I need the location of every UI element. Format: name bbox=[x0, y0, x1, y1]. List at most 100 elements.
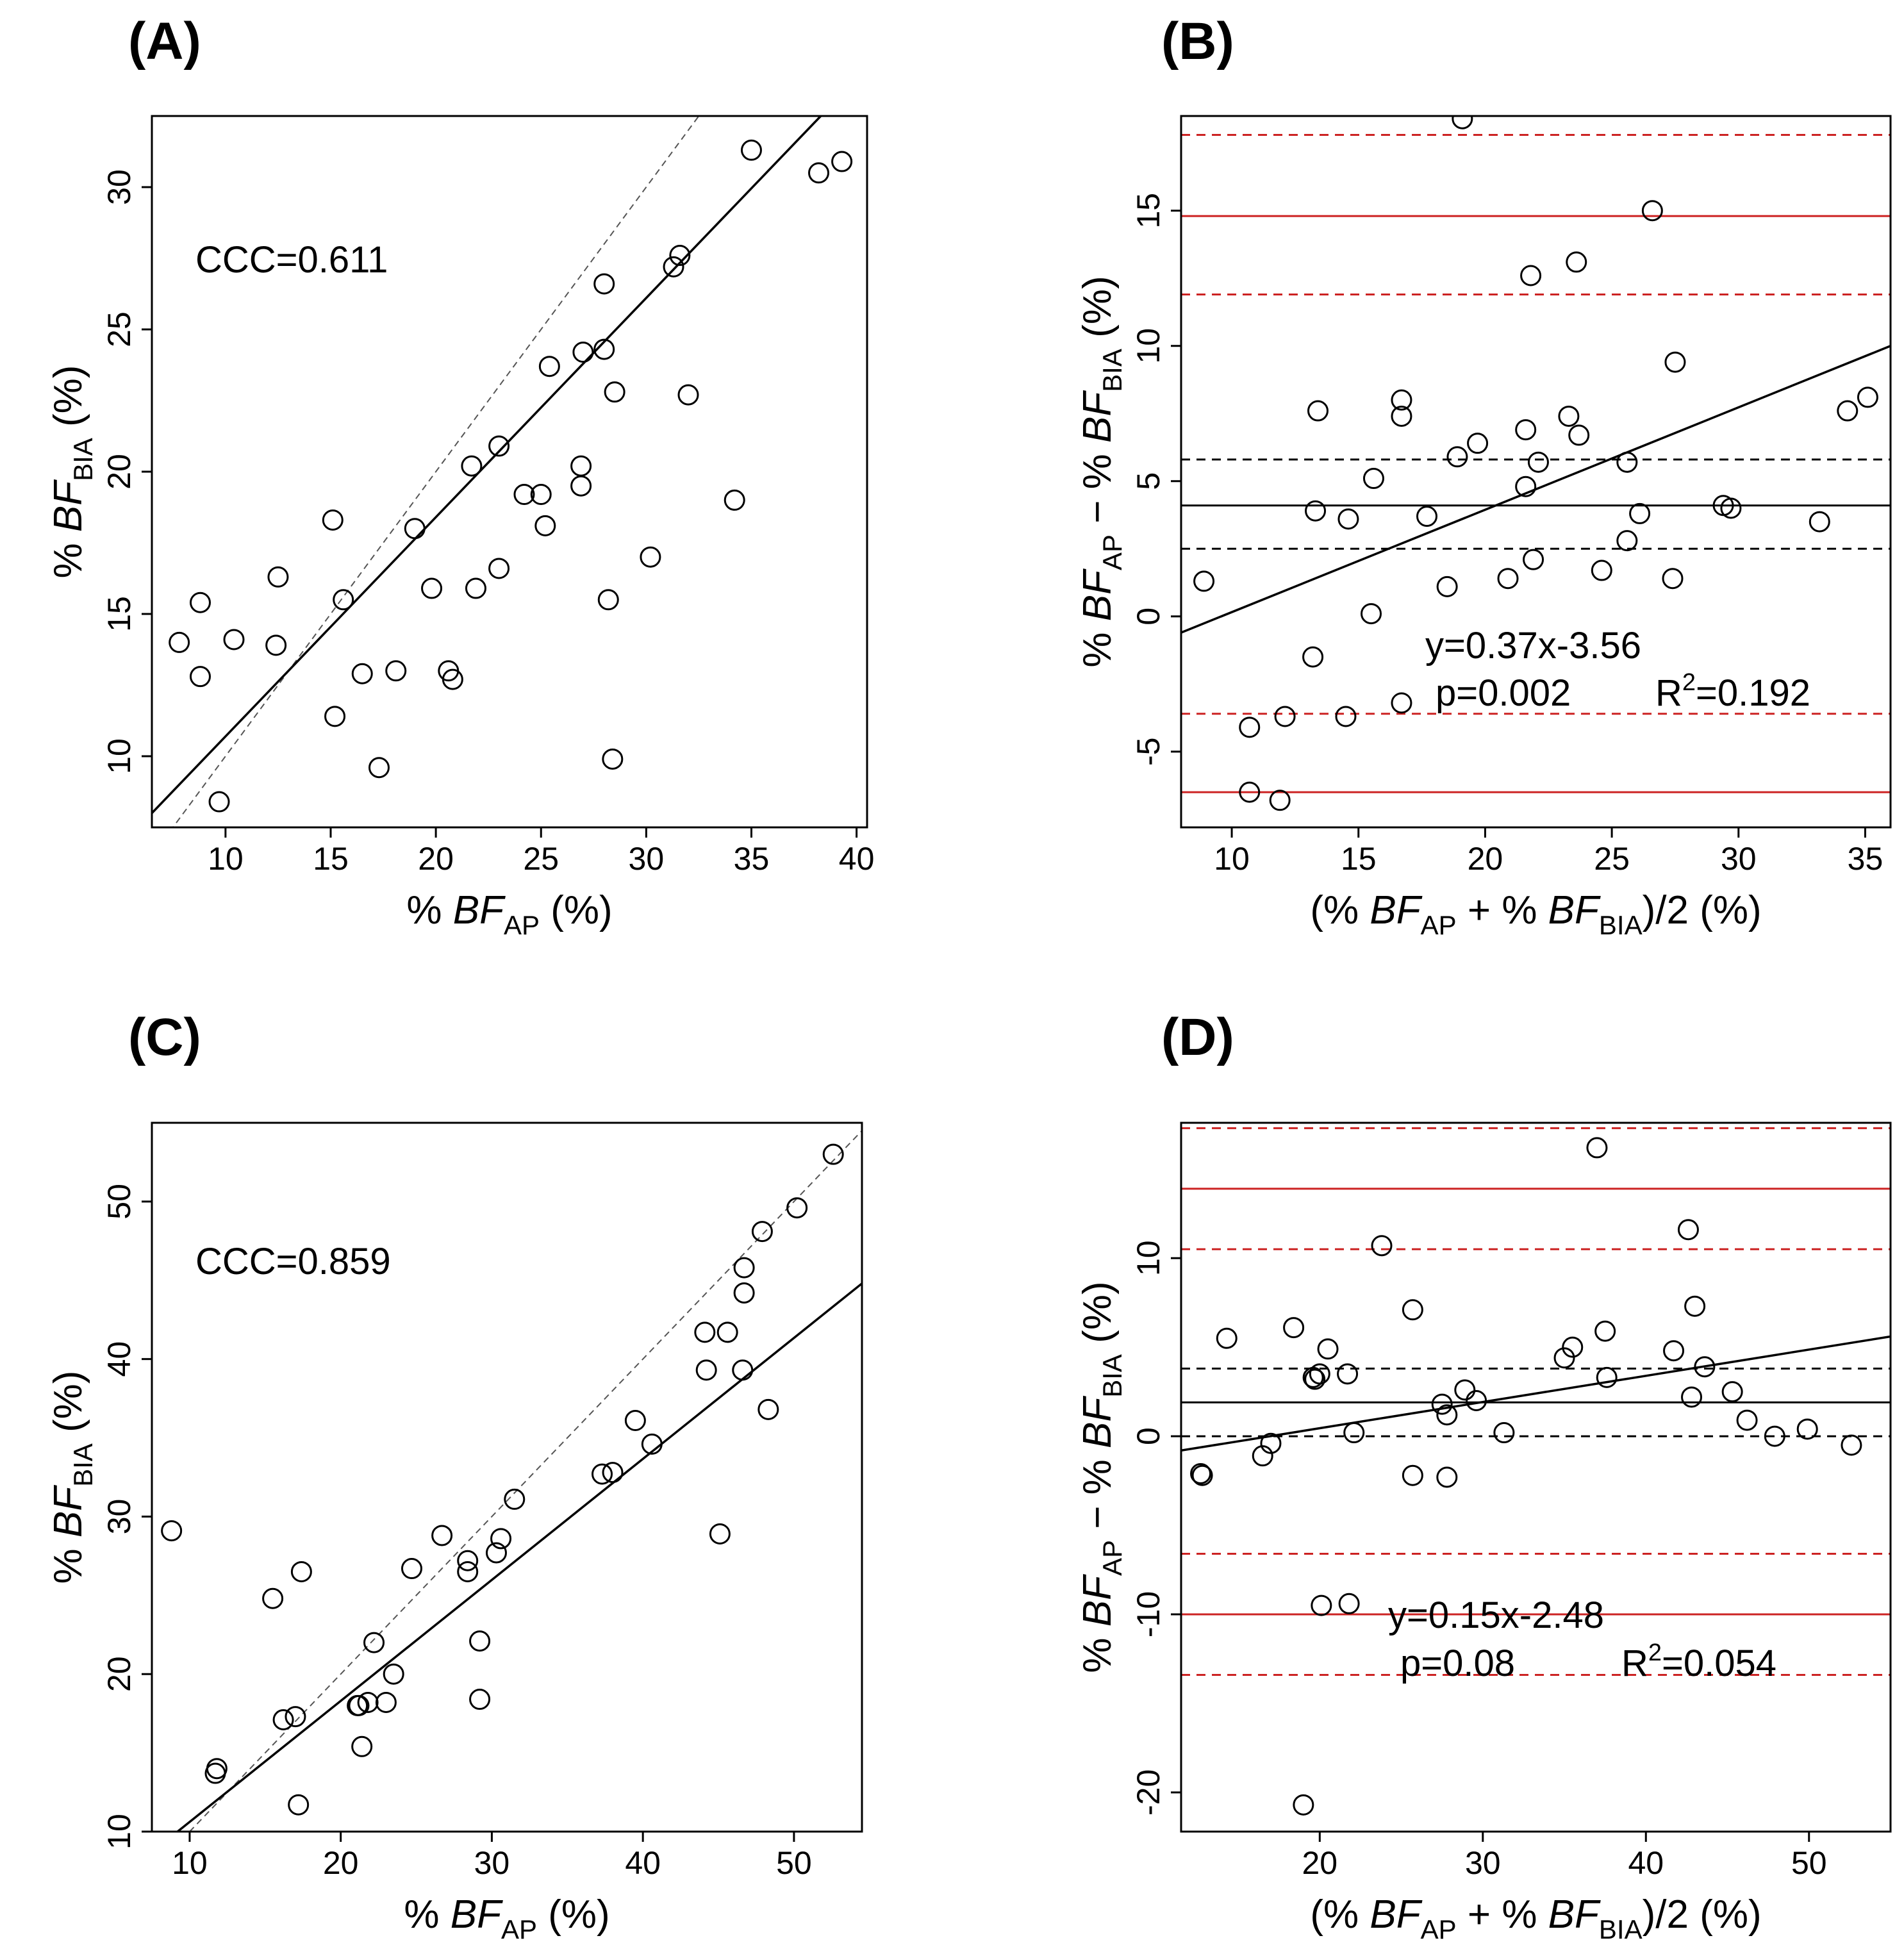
data-point-c-2 bbox=[206, 1758, 228, 1780]
r-squared-b: R2=0.192 bbox=[1655, 669, 1810, 714]
x-tick-label-b-5: 35 bbox=[1848, 841, 1883, 877]
data-point-d-6 bbox=[1293, 1794, 1314, 1816]
data-point-c-28 bbox=[694, 1321, 716, 1343]
data-point-b-1 bbox=[1239, 716, 1261, 738]
data-point-c-32 bbox=[732, 1359, 754, 1381]
x-tick-label-c-2: 30 bbox=[474, 1845, 510, 1881]
data-point-a-22 bbox=[530, 484, 552, 506]
data-point-c-12 bbox=[363, 1632, 385, 1653]
data-point-c-8 bbox=[347, 1694, 368, 1716]
data-point-c-9 bbox=[348, 1694, 370, 1716]
data-point-a-23 bbox=[534, 515, 556, 536]
data-point-b-14 bbox=[1391, 692, 1412, 714]
data-point-a-25 bbox=[570, 455, 592, 477]
data-point-d-23 bbox=[1493, 1422, 1515, 1444]
data-point-d-20 bbox=[1436, 1404, 1458, 1426]
data-point-b-20 bbox=[1497, 568, 1519, 590]
data-point-b-27 bbox=[1566, 251, 1587, 273]
data-point-d-33 bbox=[1694, 1356, 1716, 1378]
data-point-c-7 bbox=[290, 1561, 312, 1582]
data-point-a-38 bbox=[740, 139, 762, 161]
data-point-d-27 bbox=[1594, 1320, 1616, 1342]
data-point-c-11 bbox=[357, 1691, 379, 1713]
data-point-c-24 bbox=[592, 1463, 613, 1485]
data-point-b-9 bbox=[1337, 508, 1359, 530]
data-point-c-38 bbox=[822, 1143, 844, 1165]
data-point-d-4 bbox=[1260, 1432, 1282, 1454]
data-point-c-26 bbox=[624, 1410, 646, 1432]
regression-equation-d: y=0.15x-2.48 bbox=[1388, 1594, 1604, 1636]
plot-frame-b bbox=[1180, 115, 1892, 829]
y-axis-label-a: % BFBIA (%) bbox=[46, 365, 98, 579]
data-point-d-1 bbox=[1191, 1464, 1213, 1486]
data-point-d-5 bbox=[1283, 1317, 1305, 1339]
data-point-d-19 bbox=[1436, 1466, 1458, 1488]
data-point-b-38 bbox=[1809, 511, 1830, 533]
data-point-a-26 bbox=[570, 475, 592, 497]
data-point-d-0 bbox=[1190, 1462, 1212, 1484]
data-point-a-4 bbox=[223, 629, 245, 650]
plot-frame-d bbox=[1180, 1122, 1892, 1833]
y-axis-label-b: % BFAP − % BFBIA (%) bbox=[1075, 276, 1127, 667]
p-value-d: p=0.08 bbox=[1400, 1643, 1515, 1684]
data-point-b-39 bbox=[1837, 400, 1858, 422]
data-point-a-13 bbox=[404, 518, 426, 540]
plot-area-c bbox=[161, 1129, 862, 1832]
x-tick-label-a-5: 35 bbox=[734, 841, 770, 877]
data-point-d-36 bbox=[1764, 1425, 1785, 1447]
data-point-a-3 bbox=[208, 791, 230, 813]
data-point-b-25 bbox=[1527, 451, 1549, 473]
plot-area-d bbox=[1181, 1127, 1891, 1816]
ccc-annotation-a: CCC=0.611 bbox=[195, 239, 388, 281]
y-tick-label-a-4: 30 bbox=[101, 169, 137, 205]
data-point-c-13 bbox=[375, 1691, 397, 1713]
data-point-a-20 bbox=[488, 558, 510, 579]
fit-line-a bbox=[152, 116, 822, 815]
data-point-b-26 bbox=[1558, 405, 1580, 427]
data-point-a-5 bbox=[265, 634, 287, 656]
regression-equation-b: y=0.37x-3.56 bbox=[1425, 625, 1641, 667]
data-point-a-40 bbox=[831, 151, 853, 172]
y-tick-label-b-1: 0 bbox=[1130, 608, 1166, 625]
identity-line-c bbox=[188, 1129, 862, 1832]
data-point-a-29 bbox=[593, 273, 615, 295]
data-point-c-10 bbox=[351, 1735, 373, 1757]
data-point-c-33 bbox=[733, 1257, 755, 1279]
data-point-d-14 bbox=[1343, 1422, 1365, 1444]
data-point-d-9 bbox=[1309, 1363, 1330, 1385]
x-tick-label-b-3: 25 bbox=[1594, 841, 1630, 877]
y-tick-label-c-3: 40 bbox=[101, 1341, 137, 1377]
data-point-a-14 bbox=[421, 577, 443, 599]
fit-line-d bbox=[1181, 1335, 1891, 1452]
data-point-d-18 bbox=[1431, 1393, 1453, 1415]
data-point-c-4 bbox=[272, 1709, 294, 1730]
data-point-d-30 bbox=[1677, 1219, 1699, 1241]
data-point-a-24 bbox=[538, 356, 560, 377]
x-tick-label-a-6: 40 bbox=[839, 841, 875, 877]
data-point-a-6 bbox=[267, 566, 289, 588]
data-point-d-24 bbox=[1553, 1347, 1575, 1369]
y-tick-label-c-2: 30 bbox=[101, 1499, 137, 1535]
y-tick-label-c-1: 20 bbox=[101, 1656, 137, 1692]
y-tick-label-b-4: 15 bbox=[1130, 193, 1166, 229]
data-point-b-6 bbox=[1305, 500, 1327, 522]
data-point-d-34 bbox=[1721, 1381, 1743, 1403]
y-tick-label-a-1: 15 bbox=[101, 596, 137, 632]
data-point-d-11 bbox=[1317, 1338, 1339, 1360]
data-point-a-10 bbox=[351, 663, 373, 684]
x-tick-label-c-4: 50 bbox=[776, 1845, 812, 1881]
data-point-d-13 bbox=[1338, 1593, 1360, 1614]
data-point-c-6 bbox=[288, 1794, 310, 1816]
chart-d: 20 30 40 50 -20 -10 0 10 (% BFAP + % BFBIA)/2 (%… bbox=[1075, 1122, 1892, 1944]
data-point-a-17 bbox=[461, 455, 483, 477]
plot-area-b bbox=[1181, 116, 1891, 811]
data-point-b-8 bbox=[1335, 706, 1357, 727]
data-point-b-23 bbox=[1520, 265, 1542, 286]
data-point-a-19 bbox=[488, 435, 510, 457]
y-tick-label-d-3: 10 bbox=[1130, 1240, 1166, 1276]
x-tick-label-a-0: 10 bbox=[208, 841, 244, 877]
x-tick-label-a-2: 20 bbox=[418, 841, 454, 877]
data-point-c-30 bbox=[709, 1523, 731, 1544]
data-point-a-0 bbox=[169, 631, 190, 653]
